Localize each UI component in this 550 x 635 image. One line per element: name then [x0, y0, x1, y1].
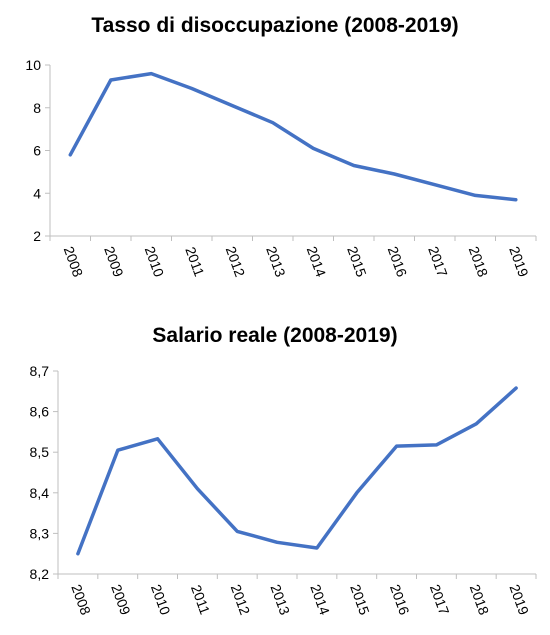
x-tick-label: 2018	[467, 582, 493, 617]
x-tick-label: 2011	[182, 245, 207, 279]
real-wage-chart: Salario reale (2008-2019) 8,2 8,3 8,4 8,5 8,…	[0, 310, 550, 635]
y-tick-label: 8,3	[30, 525, 50, 541]
x-tick-label: 2017	[427, 582, 453, 617]
x-tick-label: 2016	[385, 244, 411, 279]
x-tick-label: 2017	[425, 244, 451, 279]
x-tick-label: 2010	[142, 244, 168, 279]
chart-title: Tasso di disoccupazione (2008-2019)	[91, 14, 459, 37]
x-tick-label: 2015	[344, 244, 370, 279]
y-tick-label: 8,7	[30, 363, 50, 379]
x-tick-label: 2013	[267, 582, 293, 617]
x-tick-label: 2009	[108, 582, 134, 617]
x-tick-label: 2019	[506, 582, 532, 617]
x-tick-label: 2010	[148, 582, 174, 617]
chart-title: Salario reale (2008-2019)	[152, 324, 398, 347]
x-tick-label: 2014	[304, 244, 330, 279]
y-tick-label: 8,5	[30, 444, 50, 460]
unemployment-chart: Tasso di disoccupazione (2008-2019) 2 4 6 8…	[0, 0, 550, 310]
y-tick-label: 2	[33, 228, 41, 244]
x-tick-label: 2015	[347, 582, 373, 617]
x-tick-label: 2012	[228, 582, 254, 617]
y-tick-label: 6	[33, 143, 41, 159]
x-tick-label: 2018	[466, 244, 492, 279]
unemployment-chart-plot: 2 4 6 8 10 2008 2009 2010 2011 2012 2013 2014 2015 20…	[25, 57, 537, 279]
x-tick-label: 2019	[506, 244, 532, 279]
x-tick-label: 2012	[223, 244, 249, 279]
x-tick-label: 2011	[188, 583, 213, 617]
y-tick-label: 8,6	[30, 404, 50, 420]
y-tick-label: 8	[33, 100, 41, 116]
x-tick-label: 2009	[101, 244, 127, 279]
real-wage-chart-plot: 8,2 8,3 8,4 8,5 8,6 8,7 2008 2009 2010 2011 2012 20…	[30, 363, 537, 617]
y-tick-label: 8,4	[30, 485, 50, 501]
y-tick-label: 8,2	[30, 566, 50, 582]
y-tick-label: 4	[33, 185, 41, 201]
x-tick-label: 2016	[387, 582, 413, 617]
y-tick-label: 10	[25, 57, 41, 73]
x-tick-label: 2008	[61, 244, 87, 279]
x-tick-label: 2013	[263, 244, 289, 279]
series-line	[76, 386, 518, 556]
x-tick-label: 2014	[307, 582, 333, 617]
x-tick-label: 2008	[68, 582, 94, 617]
series-line	[68, 71, 518, 202]
